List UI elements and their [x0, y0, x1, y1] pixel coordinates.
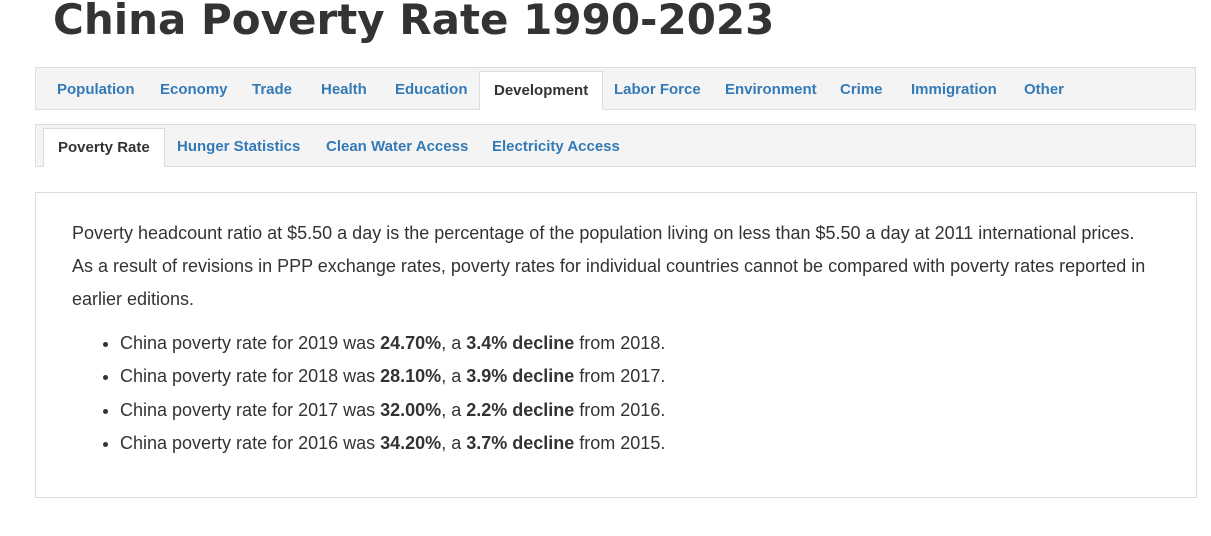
- tab-education[interactable]: Education: [395, 81, 468, 98]
- subtab-electricity-access[interactable]: Electricity Access: [492, 138, 620, 155]
- tab-other[interactable]: Other: [1024, 81, 1065, 98]
- list-item: China poverty rate for 2017 was 32.00%, …: [120, 394, 665, 427]
- tab-economy[interactable]: Economy: [160, 81, 228, 98]
- fact-change: 2.2% decline: [466, 399, 575, 420]
- fact-value: 34.20%: [380, 432, 442, 453]
- fact-change: 3.7% decline: [466, 432, 575, 453]
- fact-prefix: China poverty rate for 2017 was: [120, 399, 381, 420]
- page-title: China Poverty Rate 1990-2023: [53, 0, 775, 44]
- tab-immigration[interactable]: Immigration: [911, 81, 997, 98]
- tab-population[interactable]: Population: [57, 81, 135, 98]
- subtab-poverty-rate[interactable]: Poverty Rate: [43, 128, 165, 167]
- fact-suffix: from 2016.: [574, 399, 666, 420]
- fact-middle: , a: [441, 366, 467, 387]
- subtab-clean-water-access[interactable]: Clean Water Access: [326, 138, 469, 155]
- main-tab-bar: Population Economy Trade Health Educatio…: [35, 67, 1196, 110]
- fact-value: 28.10%: [380, 366, 442, 387]
- fact-middle: , a: [441, 399, 467, 420]
- tab-development[interactable]: Development: [479, 71, 604, 110]
- fact-prefix: China poverty rate for 2018 was: [120, 366, 381, 387]
- sub-tab-bar: Poverty Rate Hunger Statistics Clean Wat…: [35, 124, 1196, 167]
- tab-crime[interactable]: Crime: [840, 81, 883, 98]
- list-item: China poverty rate for 2016 was 34.20%, …: [120, 427, 665, 460]
- list-item: China poverty rate for 2019 was 24.70%, …: [120, 327, 665, 360]
- subtab-hunger-statistics[interactable]: Hunger Statistics: [177, 138, 301, 155]
- tab-health[interactable]: Health: [321, 81, 367, 98]
- fact-suffix: from 2018.: [574, 333, 666, 353]
- list-item: China poverty rate for 2018 was 28.10%, …: [120, 360, 665, 393]
- fact-change: 3.9% decline: [466, 366, 575, 387]
- fact-prefix: China poverty rate for 2019 was: [120, 333, 381, 353]
- fact-suffix: from 2017.: [574, 366, 666, 387]
- fact-prefix: China poverty rate for 2016 was: [120, 432, 381, 453]
- fact-middle: , a: [441, 333, 467, 353]
- facts-list: China poverty rate for 2019 was 24.70%, …: [72, 327, 665, 460]
- fact-value: 24.70%: [380, 333, 442, 353]
- fact-value: 32.00%: [380, 399, 442, 420]
- tab-labor-force[interactable]: Labor Force: [614, 81, 701, 98]
- fact-change: 3.4% decline: [466, 333, 575, 353]
- content-panel: Poverty headcount ratio at $5.50 a day i…: [35, 192, 1197, 498]
- fact-middle: , a: [441, 432, 467, 453]
- description-text: Poverty headcount ratio at $5.50 a day i…: [72, 223, 1146, 309]
- fact-suffix: from 2015.: [574, 432, 666, 453]
- tab-environment[interactable]: Environment: [725, 81, 817, 98]
- tab-trade[interactable]: Trade: [252, 81, 293, 98]
